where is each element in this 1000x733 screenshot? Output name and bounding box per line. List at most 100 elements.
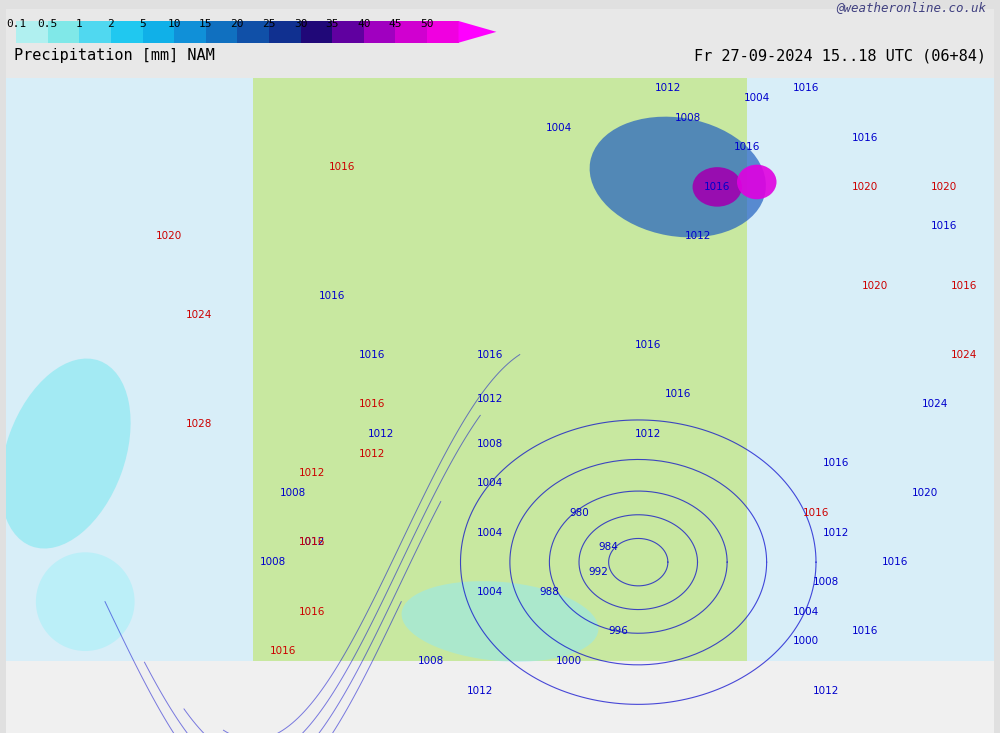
Bar	[79, 21, 111, 43]
Text: 1016: 1016	[951, 281, 977, 291]
Text: 1012: 1012	[299, 537, 326, 548]
Text: 15: 15	[199, 19, 212, 29]
Ellipse shape	[0, 358, 131, 548]
Text: 1004: 1004	[744, 93, 770, 103]
Text: 1020: 1020	[852, 182, 879, 192]
Text: 1008: 1008	[418, 656, 444, 666]
Ellipse shape	[36, 552, 135, 651]
Bar	[143, 21, 174, 43]
Text: 1024: 1024	[951, 350, 977, 360]
Bar	[6, 9, 994, 78]
Text: 1012: 1012	[684, 232, 711, 241]
Text: 40: 40	[357, 19, 370, 29]
Text: 30: 30	[294, 19, 307, 29]
Bar	[16, 21, 48, 43]
Text: 10: 10	[167, 19, 181, 29]
Text: 1008: 1008	[675, 113, 701, 122]
Text: 1012: 1012	[655, 83, 681, 93]
Text: 1012: 1012	[635, 429, 661, 439]
Text: 1016: 1016	[329, 162, 355, 172]
Text: 1004: 1004	[477, 587, 503, 597]
Text: 1016: 1016	[823, 458, 849, 468]
Text: 980: 980	[569, 508, 589, 517]
Text: 1016: 1016	[299, 606, 326, 616]
Text: 1012: 1012	[299, 468, 326, 479]
Bar	[332, 21, 364, 43]
Text: 1020: 1020	[912, 488, 938, 498]
Text: 1012: 1012	[477, 394, 503, 404]
Text: 1016: 1016	[852, 133, 879, 142]
Text: 45: 45	[389, 19, 402, 29]
Text: 1000: 1000	[556, 656, 582, 666]
Ellipse shape	[402, 581, 598, 662]
Text: 25: 25	[262, 19, 276, 29]
Bar	[395, 21, 427, 43]
Text: Precipitation [mm] NAM: Precipitation [mm] NAM	[14, 48, 215, 64]
Text: 1016: 1016	[358, 350, 385, 360]
Text: 1020: 1020	[931, 182, 958, 192]
Text: 1000: 1000	[793, 636, 819, 647]
Text: 1004: 1004	[793, 606, 819, 616]
Text: @weatheronline.co.uk: @weatheronline.co.uk	[836, 1, 986, 14]
Text: 0.5: 0.5	[38, 19, 58, 29]
Text: 1016: 1016	[635, 340, 661, 350]
Text: 1012: 1012	[368, 429, 395, 439]
Text: 1016: 1016	[319, 290, 345, 301]
Text: 988: 988	[539, 587, 559, 597]
Bar	[301, 21, 332, 43]
Text: 1016: 1016	[299, 537, 326, 548]
Text: 1020: 1020	[156, 232, 182, 241]
Bar	[111, 21, 143, 43]
Text: 1016: 1016	[882, 557, 908, 567]
Text: 1008: 1008	[813, 577, 839, 587]
Bar	[364, 21, 395, 43]
Text: 1016: 1016	[270, 646, 296, 656]
Text: 1016: 1016	[803, 508, 829, 517]
Text: 1016: 1016	[477, 350, 503, 360]
Text: 1012: 1012	[358, 449, 385, 459]
Text: 1016: 1016	[931, 221, 958, 232]
Text: 50: 50	[420, 19, 434, 29]
Text: 1024: 1024	[186, 310, 212, 320]
Text: 1016: 1016	[358, 399, 385, 409]
Bar	[269, 21, 301, 43]
Bar	[206, 21, 237, 43]
Text: 996: 996	[609, 626, 628, 636]
Text: 1028: 1028	[186, 419, 212, 429]
Text: 1008: 1008	[279, 488, 306, 498]
Text: Fr 27-09-2024 15..18 UTC (06+84): Fr 27-09-2024 15..18 UTC (06+84)	[694, 48, 986, 64]
Ellipse shape	[737, 165, 777, 199]
Bar	[48, 21, 79, 43]
Text: 1: 1	[76, 19, 83, 29]
Text: 1024: 1024	[921, 399, 948, 409]
Ellipse shape	[590, 117, 766, 237]
Text: 0.1: 0.1	[6, 19, 26, 29]
Text: 1012: 1012	[467, 685, 493, 696]
Text: 1004: 1004	[477, 478, 503, 488]
Bar	[237, 21, 269, 43]
Text: 20: 20	[231, 19, 244, 29]
Text: 1016: 1016	[665, 389, 691, 399]
Text: 1016: 1016	[852, 626, 879, 636]
Text: 1016: 1016	[734, 142, 760, 152]
Bar	[174, 21, 206, 43]
Text: 1016: 1016	[793, 83, 819, 93]
Text: 1012: 1012	[813, 685, 839, 696]
Bar	[6, 78, 994, 661]
Bar	[427, 21, 459, 43]
Text: 1008: 1008	[477, 438, 503, 449]
Text: 992: 992	[589, 567, 609, 577]
Text: 1004: 1004	[477, 528, 503, 537]
Text: 1004: 1004	[546, 122, 572, 133]
Text: 35: 35	[325, 19, 339, 29]
Text: 1016: 1016	[704, 182, 730, 192]
FancyBboxPatch shape	[253, 78, 747, 661]
Text: 5: 5	[139, 19, 146, 29]
Text: 1020: 1020	[862, 281, 888, 291]
Text: 2: 2	[108, 19, 114, 29]
Polygon shape	[459, 21, 496, 43]
Text: 984: 984	[599, 542, 619, 553]
Ellipse shape	[693, 167, 742, 207]
Text: 1008: 1008	[260, 557, 286, 567]
Text: 1012: 1012	[823, 528, 849, 537]
